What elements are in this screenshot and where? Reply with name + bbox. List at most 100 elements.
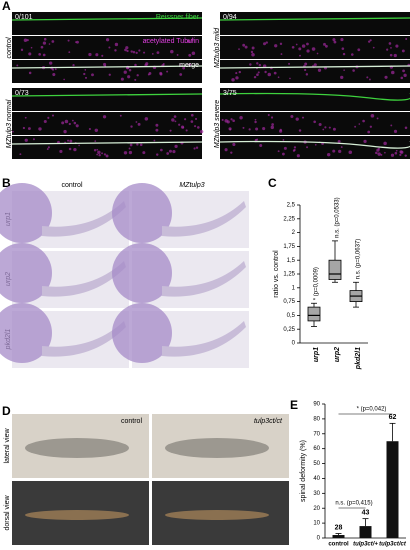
signal [135, 121, 137, 123]
signal [52, 114, 54, 116]
box [329, 260, 341, 279]
signal [109, 74, 111, 76]
signal [89, 128, 91, 130]
signal [88, 53, 91, 56]
signal [249, 128, 251, 130]
signal [166, 71, 168, 73]
signal [333, 128, 336, 131]
signal [69, 140, 72, 143]
signal [302, 117, 304, 119]
group-label: MZtulp3 normal [6, 99, 13, 148]
y-axis-label: spinal deformity (%) [300, 440, 307, 502]
signal [389, 42, 392, 45]
signal [23, 127, 25, 129]
signal [351, 53, 354, 56]
fish [165, 510, 269, 520]
signal [283, 139, 285, 141]
signal [405, 38, 407, 40]
signal [145, 62, 148, 65]
signal [101, 152, 103, 154]
signal [340, 38, 343, 41]
y-tick-label: 0,5 [287, 313, 296, 319]
signal [340, 76, 343, 79]
signal [106, 155, 109, 158]
signal [108, 46, 110, 48]
signal [73, 148, 76, 151]
signal [129, 148, 131, 150]
y-tick-label: 1,75 [283, 244, 295, 250]
signal [281, 53, 283, 55]
signal [120, 115, 122, 117]
signal [145, 117, 148, 120]
signal [69, 123, 71, 125]
signal [322, 129, 324, 131]
signal [280, 43, 282, 45]
annotation: * (p=0,0009) [314, 267, 320, 300]
signal [369, 79, 371, 81]
panel-label: A [2, 0, 11, 13]
signal [304, 69, 306, 71]
signal [170, 130, 172, 132]
signal [318, 69, 321, 72]
signal [298, 47, 301, 50]
signal [242, 44, 245, 47]
annotation: n.s. (p=0,0637) [356, 239, 362, 280]
signal [177, 54, 179, 56]
group-label: MZtulp3 severe [214, 100, 221, 148]
bar [333, 535, 345, 538]
column-label: MZtulp3 [179, 182, 204, 189]
signal [317, 53, 319, 55]
panel-label: C [268, 176, 277, 190]
signal [395, 45, 398, 48]
y-tick-label: 2,25 [283, 216, 295, 222]
n-label: 28 [335, 524, 343, 531]
signal [84, 69, 86, 71]
signal [304, 63, 307, 66]
signal [43, 41, 46, 44]
signal [155, 129, 158, 132]
x-tick-label: tulp3ct/ct [379, 542, 407, 548]
signal [362, 120, 365, 123]
signal [256, 62, 258, 64]
signal [251, 53, 255, 57]
signal [193, 147, 195, 149]
signal [83, 73, 85, 75]
signal [235, 72, 237, 74]
signal [48, 146, 50, 148]
signal [68, 51, 70, 53]
signal [366, 76, 368, 78]
signal [327, 153, 330, 156]
signal [297, 154, 300, 157]
micrograph [220, 36, 410, 59]
signal [124, 151, 127, 154]
fish [25, 510, 129, 520]
signal [259, 144, 262, 147]
signal [238, 48, 240, 50]
signal [159, 72, 162, 75]
count-label: 0/94 [223, 14, 237, 21]
y-tick-label: 2,5 [287, 203, 296, 209]
signal [384, 76, 387, 79]
signal [21, 49, 23, 51]
signal [63, 79, 65, 81]
signal [292, 46, 295, 49]
y-tick-label: 1 [292, 285, 296, 291]
signal [101, 55, 103, 57]
annotation: n.s. (p=0,415) [335, 501, 372, 507]
signal [271, 126, 274, 129]
signal [264, 71, 266, 73]
signal [373, 47, 375, 49]
y-tick-label: 1,25 [283, 272, 295, 278]
x-tick-label: urp1 [313, 347, 320, 362]
signal [377, 117, 379, 119]
signal [254, 76, 256, 78]
y-tick-label: 2 [292, 230, 296, 236]
signal [157, 51, 160, 54]
signal [65, 120, 69, 124]
signal [282, 153, 285, 156]
signal [95, 53, 98, 56]
signal [367, 131, 370, 134]
fish [25, 438, 129, 458]
signal [197, 126, 200, 129]
y-tick-label: 0,25 [283, 327, 295, 333]
